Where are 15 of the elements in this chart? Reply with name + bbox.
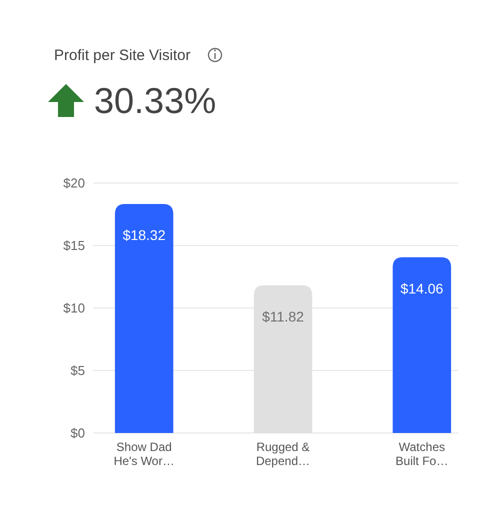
y-tick-label: $10 [63, 300, 85, 316]
y-tick-label: $20 [63, 176, 85, 191]
data-label: $11.82 [262, 308, 304, 324]
bar [114, 204, 174, 433]
chart-title: Profit per Site Visitor [54, 47, 190, 64]
y-tick-label: $5 [70, 363, 85, 378]
data-label: $18.32 [122, 227, 166, 243]
bar [392, 257, 452, 433]
y-tick-label: $15 [63, 238, 85, 254]
x-tick-label: Rugged & Depend… [256, 440, 310, 468]
x-tick-label: Show Dad He's Wor… [114, 440, 174, 468]
data-label: $14.06 [400, 280, 444, 296]
chart-subtitle: 30.33% [94, 80, 216, 121]
x-tick-label: Watches Built Fo… [396, 440, 448, 468]
y-tick-label: $0 [70, 426, 85, 441]
